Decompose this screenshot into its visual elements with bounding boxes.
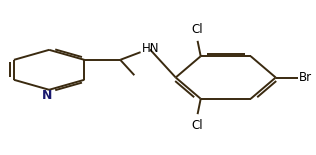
Text: HN: HN — [142, 42, 159, 55]
Text: N: N — [41, 89, 52, 102]
Text: Cl: Cl — [192, 23, 204, 36]
Text: Cl: Cl — [192, 119, 204, 132]
Text: Br: Br — [299, 71, 312, 84]
